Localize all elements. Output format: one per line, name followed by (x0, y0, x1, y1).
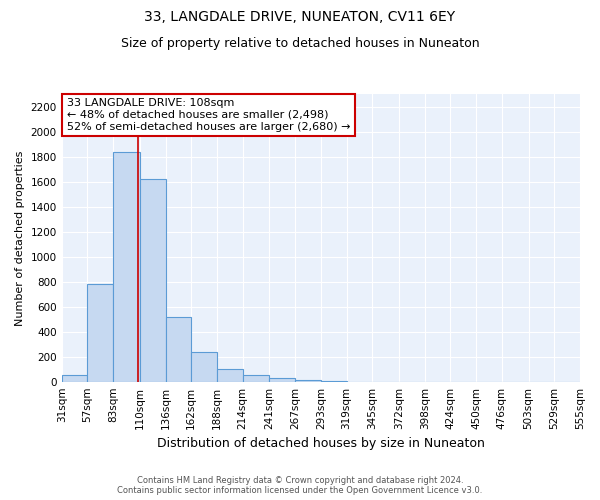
Text: Contains HM Land Registry data © Crown copyright and database right 2024.
Contai: Contains HM Land Registry data © Crown c… (118, 476, 482, 495)
Bar (62, 376, 88, 382)
Bar (140, 179, 166, 382)
Bar (242, 375, 269, 382)
Bar (191, 352, 217, 382)
Text: 33 LANGDALE DRIVE: 108sqm
← 48% of detached houses are smaller (2,498)
52% of se: 33 LANGDALE DRIVE: 108sqm ← 48% of detac… (67, 98, 350, 132)
Y-axis label: Number of detached properties: Number of detached properties (15, 150, 25, 326)
Bar (217, 368, 242, 382)
Text: 33, LANGDALE DRIVE, NUNEATON, CV11 6EY: 33, LANGDALE DRIVE, NUNEATON, CV11 6EY (145, 10, 455, 24)
Bar (166, 316, 191, 382)
Bar (88, 284, 113, 382)
Bar (269, 378, 295, 382)
Bar (295, 380, 321, 382)
X-axis label: Distribution of detached houses by size in Nuneaton: Distribution of detached houses by size … (157, 437, 485, 450)
Bar (321, 381, 347, 382)
Bar (113, 152, 140, 382)
Text: Size of property relative to detached houses in Nuneaton: Size of property relative to detached ho… (121, 38, 479, 51)
